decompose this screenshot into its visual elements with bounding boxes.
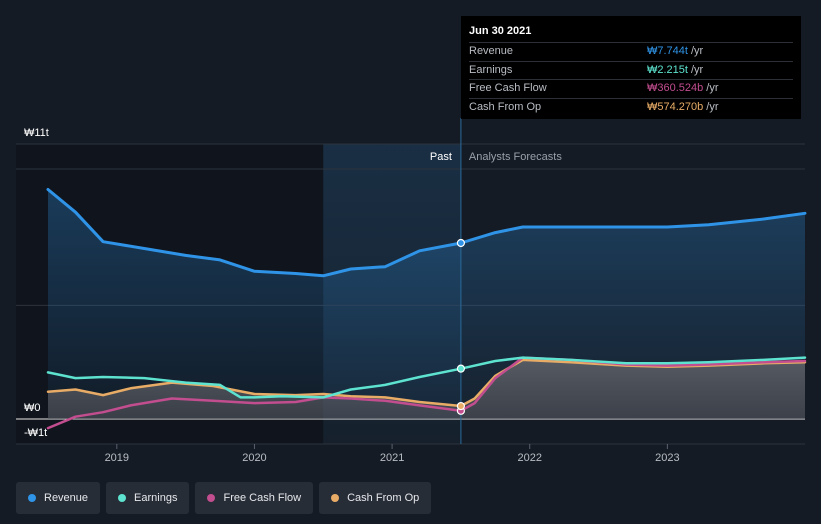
tooltip-value: ₩7.744t — [647, 45, 688, 57]
revenue-marker — [456, 238, 466, 248]
legend-dot-icon — [207, 494, 216, 502]
tooltip-label: Cash From Op — [469, 100, 542, 113]
forecast-label: Analysts Forecasts — [469, 151, 562, 163]
tooltip-label: Revenue — [469, 45, 514, 57]
cash-from-op-area — [48, 359, 805, 419]
x-tick-label: 2022 — [517, 452, 541, 464]
tooltip-unit: /yr — [706, 82, 719, 94]
legend-item-cash-from-op[interactable]: Cash From Op — [319, 482, 432, 514]
y-tick-label: -₩1t — [24, 427, 47, 439]
legend: Revenue Earnings Free Cash Flow Cash Fro… — [16, 482, 432, 514]
tooltip-unit: /yr — [706, 100, 719, 113]
legend-item-free-cash-flow[interactable]: Free Cash Flow — [195, 482, 314, 514]
tooltip: Jun 30 2021 Revenue ₩7.744t /yr Earnings… — [461, 16, 801, 119]
tooltip-value: ₩2.215t — [647, 63, 688, 76]
tooltip-row-free-cash-flow: Free Cash Flow ₩360.524b /yr — [469, 79, 793, 98]
legend-dot-icon — [28, 494, 36, 502]
earnings-marker — [456, 364, 466, 373]
tooltip-label: Earnings — [469, 63, 513, 76]
x-tick-label: 2020 — [242, 452, 266, 464]
legend-label: Earnings — [134, 492, 178, 504]
legend-label: Revenue — [44, 492, 89, 504]
tooltip-date: Jun 30 2021 — [469, 25, 532, 37]
y-tick-label: ₩0 — [24, 402, 41, 414]
tooltip-row-revenue: Revenue ₩7.744t /yr — [469, 42, 793, 61]
tooltip-value: ₩574.270b — [647, 100, 704, 113]
tooltip-label: Free Cash Flow — [469, 82, 547, 94]
legend-label: Free Cash Flow — [223, 492, 302, 504]
x-tick-label: 2023 — [655, 452, 679, 464]
tooltip-row-earnings: Earnings ₩2.215t /yr — [469, 60, 793, 80]
chart: ₩11t ₩0 -₩1t 2019 2020 2021 2022 2023 Past Analys… — [16, 118, 807, 464]
past-label: Past — [430, 151, 452, 163]
revenue-line — [46, 188, 807, 278]
legend-label: Cash From Op — [347, 492, 420, 504]
y-tick-label: ₩11t — [24, 127, 49, 139]
tooltip-value: ₩360.524b — [647, 82, 704, 94]
tooltip-unit: /yr — [690, 63, 704, 76]
legend-item-revenue[interactable]: Revenue — [16, 482, 101, 514]
tooltip-unit: /yr — [690, 45, 704, 57]
legend-dot-icon — [331, 494, 340, 502]
tooltip-row-cash-from-op: Cash From Op ₩574.270b /yr — [469, 97, 793, 117]
earnings-line — [46, 356, 807, 399]
legend-item-earnings[interactable]: Earnings — [106, 482, 190, 514]
x-tick-label: 2021 — [380, 452, 404, 464]
x-tick-label: 2019 — [105, 452, 129, 464]
free-cash-flow-line — [46, 356, 807, 430]
cash-from-op-marker — [456, 401, 466, 411]
legend-dot-icon — [118, 494, 127, 502]
